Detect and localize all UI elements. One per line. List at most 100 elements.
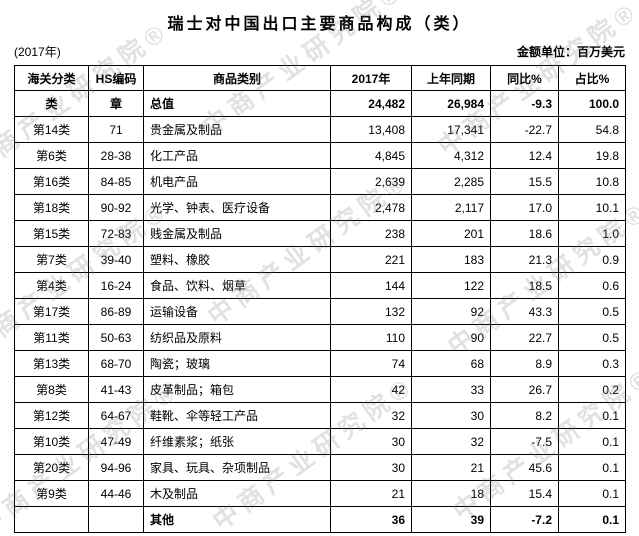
- cell-2017: 30: [330, 454, 412, 481]
- cell-customs-class: 第18类: [14, 194, 89, 221]
- cell-share: 0.3: [558, 350, 626, 377]
- cell-category: 其他: [143, 506, 331, 533]
- cell-customs-class: 类: [14, 90, 89, 117]
- cell-2017: 21: [330, 480, 412, 507]
- cell-2017: 30: [330, 428, 412, 455]
- cell-2017: 238: [330, 220, 412, 247]
- cell-yoy: 26.7: [490, 376, 559, 403]
- cell-prev-year: 68: [411, 350, 491, 377]
- cell-share: 0.5: [558, 324, 626, 351]
- col-header-customs-class: 海关分类: [14, 65, 89, 91]
- cell-prev-year: 2,285: [411, 168, 491, 195]
- cell-category: 皮革制品；箱包: [143, 376, 331, 403]
- cell-prev-year: 26,984: [411, 90, 491, 117]
- cell-customs-class: 第20类: [14, 454, 89, 481]
- cell-yoy: 12.4: [490, 142, 559, 169]
- cell-yoy: 45.6: [490, 454, 559, 481]
- cell-customs-class: [14, 506, 89, 533]
- cell-share: 54.8: [558, 116, 626, 143]
- cell-hs-code: 47-49: [88, 428, 144, 455]
- cell-yoy: 15.5: [490, 168, 559, 195]
- table-row: 类章总值 24,482 26,984 -9.3 100.0: [14, 90, 626, 117]
- cell-customs-class: 第12类: [14, 402, 89, 429]
- cell-yoy: 18.6: [490, 220, 559, 247]
- cell-hs-code: 90-92: [88, 194, 144, 221]
- cell-share: 10.8: [558, 168, 626, 195]
- cell-customs-class: 第4类: [14, 272, 89, 299]
- cell-hs-code: 71: [88, 116, 144, 143]
- cell-yoy: 8.9: [490, 350, 559, 377]
- cell-hs-code: 44-46: [88, 480, 144, 507]
- cell-hs-code: 28-38: [88, 142, 144, 169]
- commodity-table: 海关分类 HS编码 商品类别 2017年 上年同期 同比% 占比% 类章总值 24…: [14, 65, 626, 533]
- cell-2017: 32: [330, 402, 412, 429]
- cell-yoy: -7.5: [490, 428, 559, 455]
- table-body: 类章总值 24,482 26,984 -9.3 100.0 第14类 71 贵金属及制品 13,…: [14, 90, 626, 533]
- cell-prev-year: 17,341: [411, 116, 491, 143]
- cell-share: 0.1: [558, 402, 626, 429]
- table-row: 第17类 86-89 运输设备 132 92 43.3 0.5: [14, 298, 626, 325]
- cell-yoy: -7.2: [490, 506, 559, 533]
- cell-customs-class: 第8类: [14, 376, 89, 403]
- table-row: 第15类 72-83 贱金属及制品 238 201 18.6 1.0: [14, 220, 626, 247]
- cell-prev-year: 4,312: [411, 142, 491, 169]
- cell-category: 纺织品及原料: [143, 324, 331, 351]
- table-row: 其他 36 39 -7.2 0.1: [14, 506, 626, 533]
- cell-share: 0.1: [558, 480, 626, 507]
- year-note: (2017年): [14, 45, 61, 59]
- table-row: 第20类 94-96 家具、玩具、杂项制品 30 21 45.6 0.1: [14, 454, 626, 481]
- cell-customs-class: 第15类: [14, 220, 89, 247]
- cell-2017: 24,482: [330, 90, 412, 117]
- cell-hs-code: 68-70: [88, 350, 144, 377]
- cell-2017: 4,845: [330, 142, 412, 169]
- cell-hs-code: 94-96: [88, 454, 144, 481]
- table-row: 第16类 84-85 机电产品 2,639 2,285 15.5 10.8: [14, 168, 626, 195]
- cell-share: 10.1: [558, 194, 626, 221]
- cell-category: 机电产品: [143, 168, 331, 195]
- cell-customs-class: 第13类: [14, 350, 89, 377]
- cell-customs-class: 第17类: [14, 298, 89, 325]
- cell-2017: 110: [330, 324, 412, 351]
- meta-row: (2017年) 金额单位：百万美元: [14, 43, 625, 60]
- cell-category: 化工产品: [143, 142, 331, 169]
- cell-prev-year: 18: [411, 480, 491, 507]
- cell-yoy: -9.3: [490, 90, 559, 117]
- table-row: 第12类 64-67 鞋靴、伞等轻工产品 32 30 8.2 0.1: [14, 402, 626, 429]
- cell-share: 100.0: [558, 90, 626, 117]
- cell-category: 纤维素浆；纸张: [143, 428, 331, 455]
- table-row: 第8类 41-43 皮革制品；箱包 42 33 26.7 0.2: [14, 376, 626, 403]
- cell-hs-code: [88, 506, 144, 533]
- table-row: 第14类 71 贵金属及制品 13,408 17,341 -22.7 54.8: [14, 116, 626, 143]
- cell-yoy: 22.7: [490, 324, 559, 351]
- cell-yoy: 17.0: [490, 194, 559, 221]
- cell-2017: 2,478: [330, 194, 412, 221]
- cell-category: 陶瓷；玻璃: [143, 350, 331, 377]
- cell-prev-year: 2,117: [411, 194, 491, 221]
- cell-yoy: 43.3: [490, 298, 559, 325]
- cell-hs-code: 86-89: [88, 298, 144, 325]
- cell-yoy: 8.2: [490, 402, 559, 429]
- cell-2017: 42: [330, 376, 412, 403]
- page-title: 瑞士对中国出口主要商品构成（类）: [167, 16, 472, 33]
- cell-customs-class: 第9类: [14, 480, 89, 507]
- table-row: 第9类 44-46 木及制品 21 18 15.4 0.1: [14, 480, 626, 507]
- cell-2017: 36: [330, 506, 412, 533]
- cell-share: 0.1: [558, 428, 626, 455]
- cell-yoy: 18.5: [490, 272, 559, 299]
- cell-category: 贵金属及制品: [143, 116, 331, 143]
- cell-2017: 13,408: [330, 116, 412, 143]
- cell-category: 食品、饮料、烟草: [143, 272, 331, 299]
- cell-share: 0.6: [558, 272, 626, 299]
- table-header-row: 海关分类 HS编码 商品类别 2017年 上年同期 同比% 占比%: [14, 65, 626, 91]
- cell-share: 0.5: [558, 298, 626, 325]
- col-header-prev-year: 上年同期: [411, 65, 491, 91]
- cell-hs-code: 64-67: [88, 402, 144, 429]
- cell-yoy: -22.7: [490, 116, 559, 143]
- cell-2017: 221: [330, 246, 412, 273]
- cell-prev-year: 39: [411, 506, 491, 533]
- col-header-yoy: 同比%: [490, 65, 559, 91]
- cell-share: 0.2: [558, 376, 626, 403]
- cell-category: 鞋靴、伞等轻工产品: [143, 402, 331, 429]
- cell-customs-class: 第10类: [14, 428, 89, 455]
